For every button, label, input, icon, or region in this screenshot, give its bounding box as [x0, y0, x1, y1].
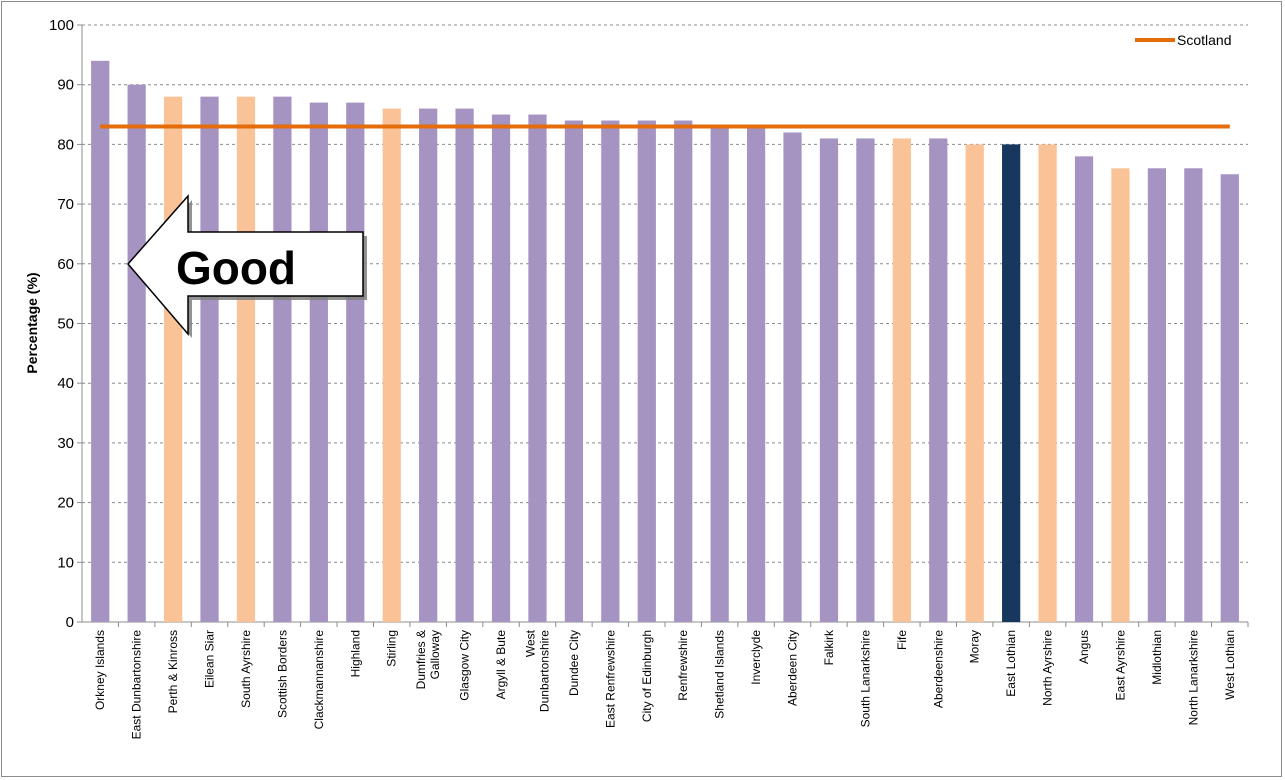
x-tick-label: City of Edinburgh: [640, 630, 654, 722]
x-tick-label: Moray: [968, 630, 982, 663]
x-tick-label: Galloway: [428, 630, 442, 679]
bar: [564, 120, 584, 623]
x-tick-label: South Lanarkshire: [858, 630, 872, 728]
x-tick-label: Dundee City: [567, 630, 581, 696]
arrow-annotation-text: Good: [176, 242, 296, 294]
x-tick-labels: Orkney Islands East Dunbartonshire Perth &…: [93, 629, 1237, 739]
bar: [892, 138, 911, 622]
x-tick-label: Glasgow City: [458, 630, 472, 701]
x-tick-label: Stirling: [385, 630, 399, 667]
x-tick-label: West: [523, 629, 537, 657]
good-arrow-annotation: Good: [127, 194, 367, 338]
bar: [236, 96, 256, 622]
y-tick-label: 10: [57, 554, 74, 571]
bar: [1111, 168, 1130, 622]
bar: [783, 132, 802, 622]
bar: [127, 84, 146, 622]
y-tick-label: 40: [57, 375, 74, 392]
x-tick-label: East Renfrewshire: [603, 630, 617, 728]
bar: [528, 114, 547, 623]
x-tick-label: Aberdeenshire: [931, 630, 945, 708]
x-tick-label: Orkney Islands: [93, 630, 107, 710]
x-tick-label: East Ayrshire: [1113, 630, 1127, 701]
bar: [1074, 156, 1094, 622]
bar: [309, 102, 328, 623]
bar: [382, 108, 401, 622]
x-tick-label: West Lothian: [1223, 630, 1237, 700]
bar: [1220, 174, 1239, 622]
x-tick-label: Eilean Siar: [203, 630, 217, 688]
x-tick-label: Dumfries &: [414, 630, 428, 689]
bar: [163, 96, 183, 622]
bar: [856, 138, 875, 622]
x-tick-label: Falkirk: [822, 629, 836, 665]
left-arrow-icon: [127, 194, 364, 337]
x-tick-label: Fife: [895, 630, 909, 650]
bar: [91, 60, 110, 622]
y-tick-label: 70: [57, 196, 74, 213]
bar: [1184, 168, 1203, 622]
y-tick-label: 80: [57, 136, 74, 153]
x-tick-label: North Lanarkshire: [1186, 630, 1200, 726]
y-tick-labels: 0 10 20 30 40 50 60 70 80 90 100: [49, 17, 74, 631]
bar: [491, 114, 511, 623]
bar: [819, 138, 839, 622]
y-tick-label: 0: [66, 614, 74, 631]
bar: [1038, 144, 1057, 622]
bar: [601, 120, 620, 623]
x-tick-label: Inverclyde: [749, 630, 763, 685]
x-tick-label: South Ayrshire: [239, 630, 253, 708]
bar: [1147, 168, 1167, 622]
bar: [455, 108, 474, 622]
bars: [91, 60, 1239, 623]
bar: [1002, 144, 1021, 622]
y-tick-label: 20: [57, 495, 74, 512]
y-axis-label: Percentage (%): [24, 272, 40, 373]
y-tick-label: 60: [57, 256, 74, 273]
y-tick-label: 50: [57, 316, 74, 333]
bar: [710, 126, 729, 623]
x-tick-label: Perth & Kinross: [166, 630, 180, 713]
x-tick-label: Angus: [1077, 630, 1091, 664]
x-tick-label: Midlothian: [1150, 630, 1164, 685]
x-tick-label: Shetland Islands: [713, 630, 727, 719]
x-tick-label: Dunbartonshire: [537, 630, 551, 712]
x-tick-label: Highland: [348, 630, 362, 677]
bar: [929, 138, 948, 622]
bar: [273, 96, 292, 622]
x-tick-label: North Ayrshire: [1041, 630, 1055, 706]
legend-label-scotland: Scotland: [1177, 32, 1231, 48]
bar: [746, 126, 766, 623]
bar: [965, 144, 984, 622]
y-tick-label: 100: [49, 17, 74, 34]
x-tick-label: Renfrewshire: [676, 630, 690, 701]
bar: [637, 120, 656, 623]
x-tick-label: East Dunbartonshire: [130, 630, 144, 740]
bar: [419, 108, 438, 622]
x-tick-label: Argyll & Bute: [494, 630, 508, 700]
x-tick-label: Aberdeen City: [786, 630, 800, 706]
x-tick-label: Clackmannanshire: [312, 630, 326, 730]
bar: [200, 96, 219, 622]
bar: [346, 102, 365, 623]
x-tick-label: Scottish Borders: [275, 630, 289, 718]
y-tick-label: 90: [57, 77, 74, 94]
x-tick-label: East Lothian: [1004, 630, 1018, 697]
legend: Scotland: [1135, 32, 1231, 48]
bar: [674, 120, 693, 623]
y-tick-label: 30: [57, 435, 74, 452]
